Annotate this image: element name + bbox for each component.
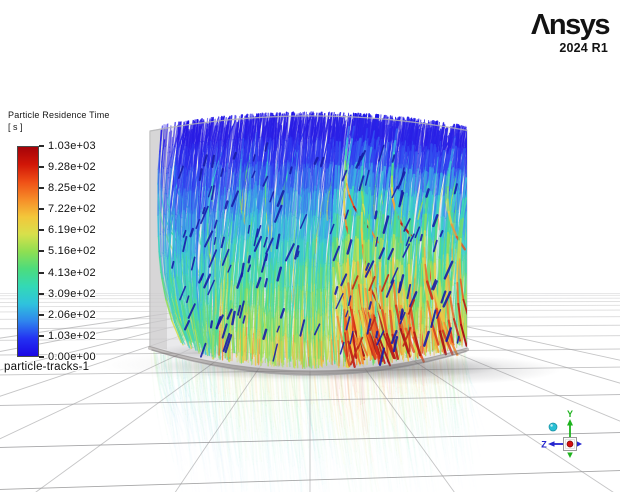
z-axis-arrow: Z bbox=[541, 440, 582, 450]
ansys-version-text: 2024 R1 bbox=[559, 41, 608, 55]
x-axis-marker bbox=[563, 437, 577, 451]
z-axis-label: Z bbox=[541, 440, 547, 450]
y-axis-arrow: Y bbox=[567, 409, 573, 458]
marker-sphere bbox=[548, 422, 558, 432]
ansys-logo: Λnsys 2024 R1 bbox=[531, 9, 610, 55]
orientation-triad[interactable]: Y Z bbox=[536, 406, 592, 462]
ansys-brand-text: Λnsys bbox=[531, 9, 610, 41]
y-axis-label: Y bbox=[567, 409, 573, 419]
